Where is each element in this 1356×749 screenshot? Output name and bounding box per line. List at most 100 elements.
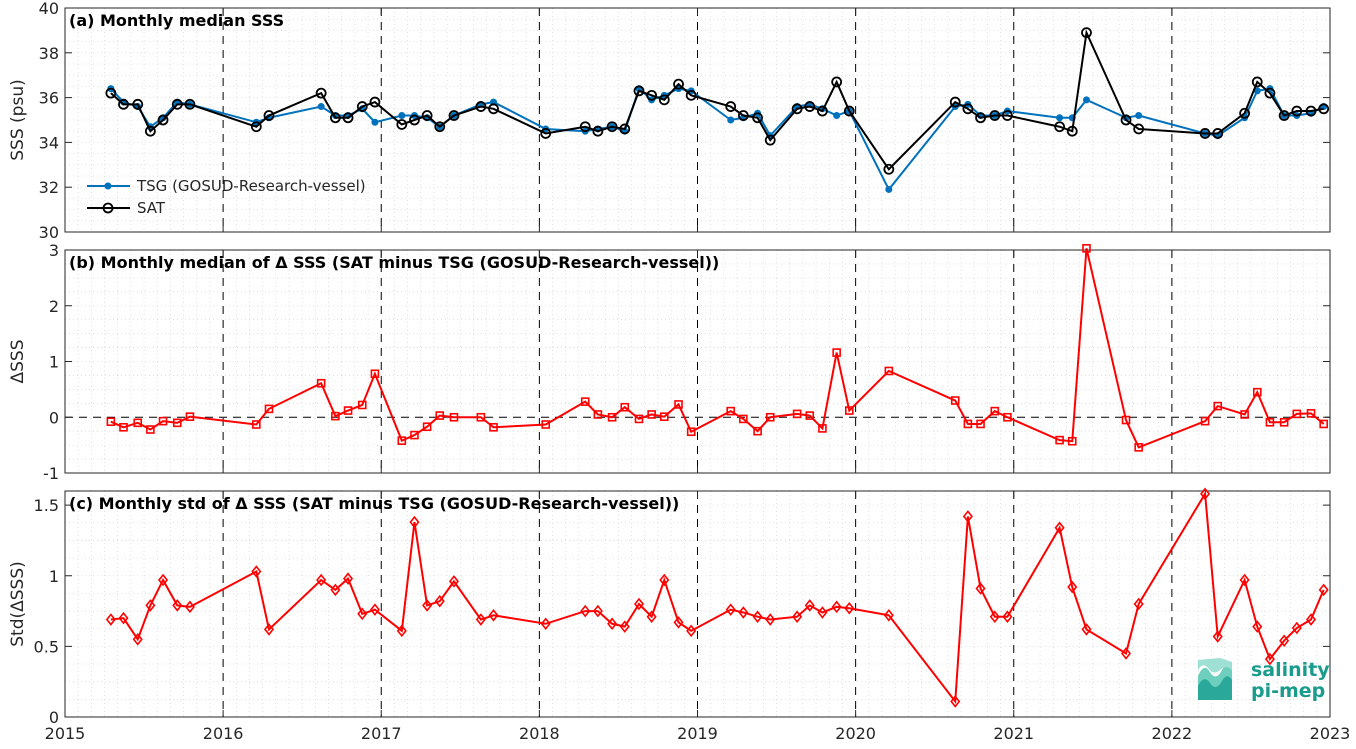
data-point — [592, 125, 604, 137]
data-point — [316, 378, 326, 388]
data-point — [369, 96, 381, 108]
x-tick-label: 2015 — [45, 724, 86, 743]
data-point — [157, 114, 169, 126]
data-point — [885, 185, 893, 193]
data-point — [540, 128, 552, 139]
data-point — [686, 427, 696, 437]
data-point — [1213, 401, 1223, 411]
data-point — [1278, 110, 1290, 121]
x-tick-label: 2018 — [519, 724, 560, 743]
data-point — [475, 613, 486, 626]
data-point — [316, 573, 327, 587]
data-point — [804, 599, 815, 612]
data-point — [1264, 652, 1275, 666]
data-point — [1265, 417, 1275, 427]
y-tick-label: 0 — [49, 408, 59, 427]
data-point — [250, 121, 262, 133]
data-point — [1120, 114, 1132, 126]
data-point — [132, 98, 144, 110]
y-tick-label: -1 — [43, 464, 59, 483]
data-point — [844, 601, 855, 615]
x-tick-label: 2020 — [835, 724, 876, 743]
data-point — [1253, 87, 1261, 95]
data-point — [593, 410, 603, 419]
data-point — [792, 610, 803, 623]
data-point — [843, 105, 855, 117]
data-point — [330, 583, 341, 597]
data-point — [118, 611, 129, 625]
data-point — [357, 400, 367, 410]
data-point — [370, 369, 380, 379]
legend-marker — [102, 202, 114, 214]
data-point — [659, 573, 670, 587]
data-point — [132, 633, 143, 646]
data-point — [158, 416, 168, 426]
data-point — [1212, 128, 1224, 139]
data-point — [686, 624, 697, 638]
data-point — [580, 604, 591, 618]
data-point — [607, 617, 618, 631]
data-point — [963, 419, 973, 429]
data-point — [950, 695, 961, 708]
data-point — [369, 603, 380, 616]
data-point — [105, 613, 116, 626]
data-point — [356, 101, 368, 112]
data-point — [1002, 110, 1013, 121]
data-point — [106, 417, 116, 427]
data-point — [1082, 244, 1091, 253]
legend: TSG (GOSUD-Research-vessel) SAT — [87, 177, 366, 217]
series-delta — [105, 487, 1329, 708]
data-point — [343, 406, 353, 415]
data-point — [1291, 105, 1303, 117]
data-point — [331, 411, 340, 421]
data-point — [884, 366, 894, 376]
data-point — [633, 85, 645, 97]
legend-marker — [104, 182, 112, 190]
data-point — [1200, 416, 1210, 426]
y-tick-label: 30 — [39, 223, 59, 242]
data-point — [1082, 96, 1090, 104]
data-point — [832, 348, 841, 357]
panel-b: -1 0 1 2 3 ΔSSS (b) Monthly median of Δ SSS (S… — [8, 241, 1331, 483]
data-point — [607, 412, 617, 422]
legend-label: SAT — [137, 199, 166, 217]
data-point — [1252, 620, 1263, 633]
data-point — [673, 78, 684, 90]
data-point — [145, 599, 156, 612]
data-point — [726, 406, 736, 416]
data-point — [1054, 521, 1065, 535]
data-point — [1318, 583, 1329, 597]
series-delta — [106, 244, 1328, 452]
data-point — [1200, 487, 1211, 501]
data-point — [315, 87, 327, 99]
y-tick-label: 0 — [49, 708, 59, 727]
data-point — [329, 112, 341, 124]
data-point — [251, 565, 262, 578]
panel-title: (b) Monthly median of Δ SSS (SAT minus T… — [69, 253, 719, 272]
data-point — [975, 582, 986, 595]
data-point — [817, 105, 828, 117]
data-point — [184, 600, 195, 614]
legend-label: TSG (GOSUD-Research-vessel) — [136, 177, 366, 195]
data-point — [1067, 436, 1077, 446]
data-point — [158, 573, 169, 587]
x-tick-label: 2021 — [993, 724, 1034, 743]
data-point — [1002, 610, 1013, 623]
data-point — [1306, 613, 1317, 626]
wave-logo-icon — [1198, 658, 1232, 700]
y-tick-label: 2 — [49, 297, 59, 316]
panel-title: (a) Monthly median SSS — [69, 11, 284, 30]
data-point — [883, 163, 895, 175]
x-tick-label: 2017 — [361, 724, 402, 743]
data-point — [831, 76, 843, 88]
logo-line1: salinity — [1251, 659, 1330, 681]
data-point — [989, 610, 1000, 623]
y-tick-label: 36 — [39, 89, 59, 108]
data-point — [475, 101, 487, 112]
y-tick-label: 1 — [49, 567, 59, 586]
data-point — [805, 411, 815, 420]
data-point — [646, 89, 658, 101]
data-point — [804, 101, 816, 112]
data-point — [435, 411, 445, 420]
